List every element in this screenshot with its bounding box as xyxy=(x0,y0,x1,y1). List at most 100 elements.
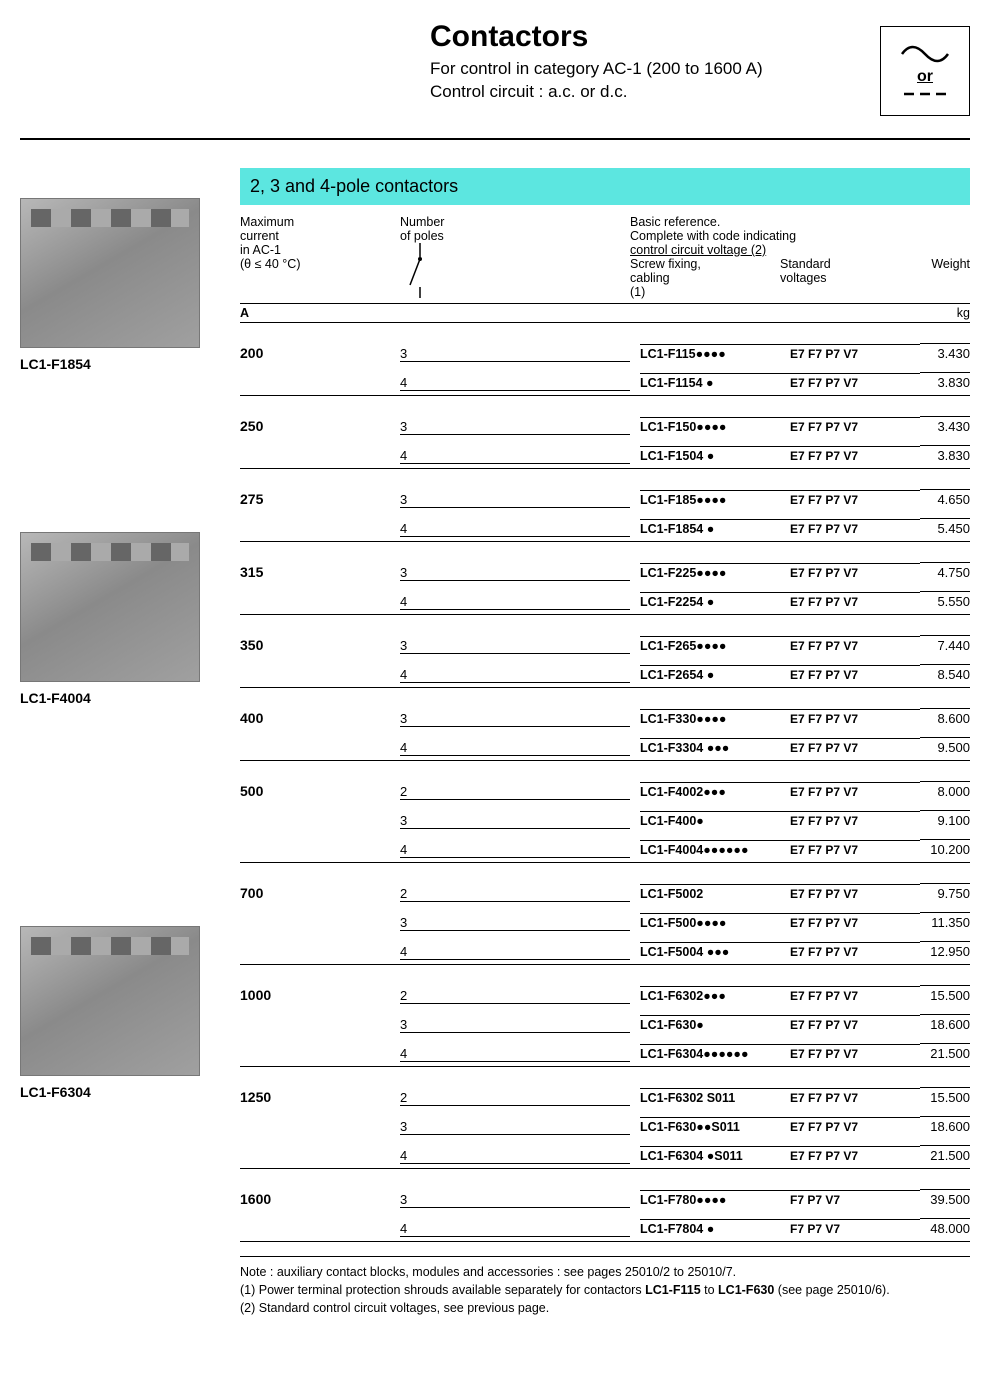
product-label: LC1-F1854 xyxy=(20,356,230,372)
cell-poles: 4 xyxy=(400,594,630,610)
table-row: 4003LC1-F330●●●●E7 F7 P7 V78.600 xyxy=(240,702,970,731)
table-row: 7002LC1-F5002E7 F7 P7 V79.750 xyxy=(240,877,970,906)
cell-current: 500 xyxy=(240,783,400,799)
hdr-ref-sub1-l2: cabling xyxy=(630,271,780,285)
note-line-2-b1: LC1-F115 xyxy=(645,1283,701,1297)
cell-voltages: E7 F7 P7 V7 xyxy=(790,373,920,390)
cell-weight: 3.830 xyxy=(920,372,970,390)
cell-poles: 3 xyxy=(400,492,630,508)
hdr-poles-l1: Number xyxy=(400,215,630,229)
cell-voltages: E7 F7 P7 V7 xyxy=(790,344,920,361)
cell-weight: 3.830 xyxy=(920,445,970,463)
cell-poles: 3 xyxy=(400,1192,630,1208)
cell-poles: 3 xyxy=(400,711,630,727)
cell-weight: 4.750 xyxy=(920,562,970,580)
cell-weight: 8.540 xyxy=(920,664,970,682)
table-row: 2503LC1-F150●●●●E7 F7 P7 V73.430 xyxy=(240,410,970,439)
cell-reference: LC1-F5004 ●●● xyxy=(640,942,790,959)
cell-reference: LC1-F225●●●● xyxy=(640,563,790,580)
cell-poles: 4 xyxy=(400,448,630,464)
table-row: 3503LC1-F265●●●●E7 F7 P7 V77.440 xyxy=(240,629,970,658)
table-row: 2753 LC1-F185●●●●E7 F7 P7 V74.650 xyxy=(240,483,970,512)
cell-poles: 3 xyxy=(400,419,630,435)
table-row: 4LC1-F5004 ●●●E7 F7 P7 V712.950 xyxy=(240,935,970,964)
cell-voltages: E7 F7 P7 V7 xyxy=(790,446,920,463)
cell-voltages: E7 F7 P7 V7 xyxy=(790,563,920,580)
cell-weight: 9.500 xyxy=(920,737,970,755)
cell-reference: LC1-F150●●●● xyxy=(640,417,790,434)
cell-poles: 4 xyxy=(400,667,630,683)
table-row: 3LC1-F630●●S011E7 F7 P7 V718.600 xyxy=(240,1110,970,1139)
data-group: 10002LC1-F6302●●●E7 F7 P7 V715.5003LC1-F… xyxy=(240,979,970,1067)
cell-voltages: E7 F7 P7 V7 xyxy=(790,1146,920,1163)
cell-reference: LC1-F7804 ● xyxy=(640,1219,790,1236)
table-row: 4LC1-F7804 ●F7 P7 V748.000 xyxy=(240,1212,970,1241)
note-line-1: Note : auxiliary contact blocks, modules… xyxy=(240,1263,970,1281)
cell-voltages: E7 F7 P7 V7 xyxy=(790,592,920,609)
cell-reference: LC1-F185●●●● xyxy=(640,490,790,507)
units-row: A kg xyxy=(240,304,970,323)
cell-weight: 3.430 xyxy=(920,416,970,434)
cell-weight: 10.200 xyxy=(920,839,970,857)
cell-poles: 3 xyxy=(400,346,630,362)
note-line-3: (2) Standard control circuit voltages, s… xyxy=(240,1299,970,1317)
product-label: LC1-F4004 xyxy=(20,690,230,706)
section-title: 2, 3 and 4-pole contactors xyxy=(240,168,970,205)
hdr-ref-sub1-l3: (1) xyxy=(630,285,780,299)
cell-reference: LC1-F115●●●● xyxy=(640,344,790,361)
cell-current: 1250 xyxy=(240,1089,400,1105)
unit-weight: kg xyxy=(910,306,970,320)
cell-current: 200 xyxy=(240,345,400,361)
cell-poles: 3 xyxy=(400,638,630,654)
hdr-weight: Weight xyxy=(910,257,970,299)
data-table-body: 2003LC1-F115●●●●E7 F7 P7 V73.4304LC1-F11… xyxy=(240,337,970,1242)
unit-current: A xyxy=(240,306,400,320)
table-row: 16003LC1-F780●●●●F7 P7 V739.500 xyxy=(240,1183,970,1212)
cell-poles: 4 xyxy=(400,375,630,391)
cell-voltages: E7 F7 P7 V7 xyxy=(790,884,920,901)
cell-reference: LC1-F6302●●● xyxy=(640,986,790,1003)
cell-reference: LC1-F6302 S011 xyxy=(640,1088,790,1105)
note-line-2-post: (see page 25010/6). xyxy=(774,1283,889,1297)
cell-voltages: F7 P7 V7 xyxy=(790,1219,920,1236)
cell-voltages: E7 F7 P7 V7 xyxy=(790,490,920,507)
data-group: 4003LC1-F330●●●●E7 F7 P7 V78.6004LC1-F33… xyxy=(240,702,970,761)
cell-poles: 4 xyxy=(400,842,630,858)
data-group: 2003LC1-F115●●●●E7 F7 P7 V73.4304LC1-F11… xyxy=(240,337,970,396)
hdr-ref-l3: control circuit voltage (2) xyxy=(630,243,970,257)
cell-weight: 4.650 xyxy=(920,489,970,507)
cell-current: 275 xyxy=(240,491,400,507)
cell-current: 1600 xyxy=(240,1191,400,1207)
cell-weight: 9.100 xyxy=(920,810,970,828)
cell-weight: 21.500 xyxy=(920,1043,970,1061)
symbol-or-label: or xyxy=(917,68,933,86)
hdr-ref-l1: Basic reference. xyxy=(630,215,970,229)
cell-poles: 4 xyxy=(400,1221,630,1237)
cell-reference: LC1-F3304 ●●● xyxy=(640,738,790,755)
cell-poles: 4 xyxy=(400,740,630,756)
cell-weight: 8.000 xyxy=(920,781,970,799)
cell-poles: 2 xyxy=(400,1090,630,1106)
cell-weight: 12.950 xyxy=(920,941,970,959)
table-row: 4LC1-F1854 ●E7 F7 P7 V75.450 xyxy=(240,512,970,541)
cell-reference: LC1-F5002 xyxy=(640,884,790,901)
note-line-2-pre: (1) Power terminal protection shrouds av… xyxy=(240,1283,645,1297)
cell-poles: 4 xyxy=(400,944,630,960)
data-group: 5002LC1-F4002●●●E7 F7 P7 V78.0003LC1-F40… xyxy=(240,775,970,863)
cell-weight: 8.600 xyxy=(920,708,970,726)
cell-reference: LC1-F330●●●● xyxy=(640,709,790,726)
cell-voltages: E7 F7 P7 V7 xyxy=(790,1088,920,1105)
table-row: 4LC1-F2654 ●E7 F7 P7 V78.540 xyxy=(240,658,970,687)
cell-poles: 3 xyxy=(400,915,630,931)
data-group: 12502LC1-F6302 S011E7 F7 P7 V715.5003LC1… xyxy=(240,1081,970,1169)
hdr-ref-sub2-l1: Standard xyxy=(780,257,910,271)
cell-current: 1000 xyxy=(240,987,400,1003)
cell-poles: 2 xyxy=(400,886,630,902)
table-row: 10002LC1-F6302●●●E7 F7 P7 V715.500 xyxy=(240,979,970,1008)
table-row: 4LC1-F6304 ●S011E7 F7 P7 V721.500 xyxy=(240,1139,970,1168)
cell-current: 700 xyxy=(240,885,400,901)
subtitle-line-2: Control circuit : a.c. or d.c. xyxy=(430,81,860,104)
cell-voltages: E7 F7 P7 V7 xyxy=(790,738,920,755)
product-images-column: LC1-F1854LC1-F4004LC1-F6304 xyxy=(20,168,240,1317)
cell-reference: LC1-F1504 ● xyxy=(640,446,790,463)
